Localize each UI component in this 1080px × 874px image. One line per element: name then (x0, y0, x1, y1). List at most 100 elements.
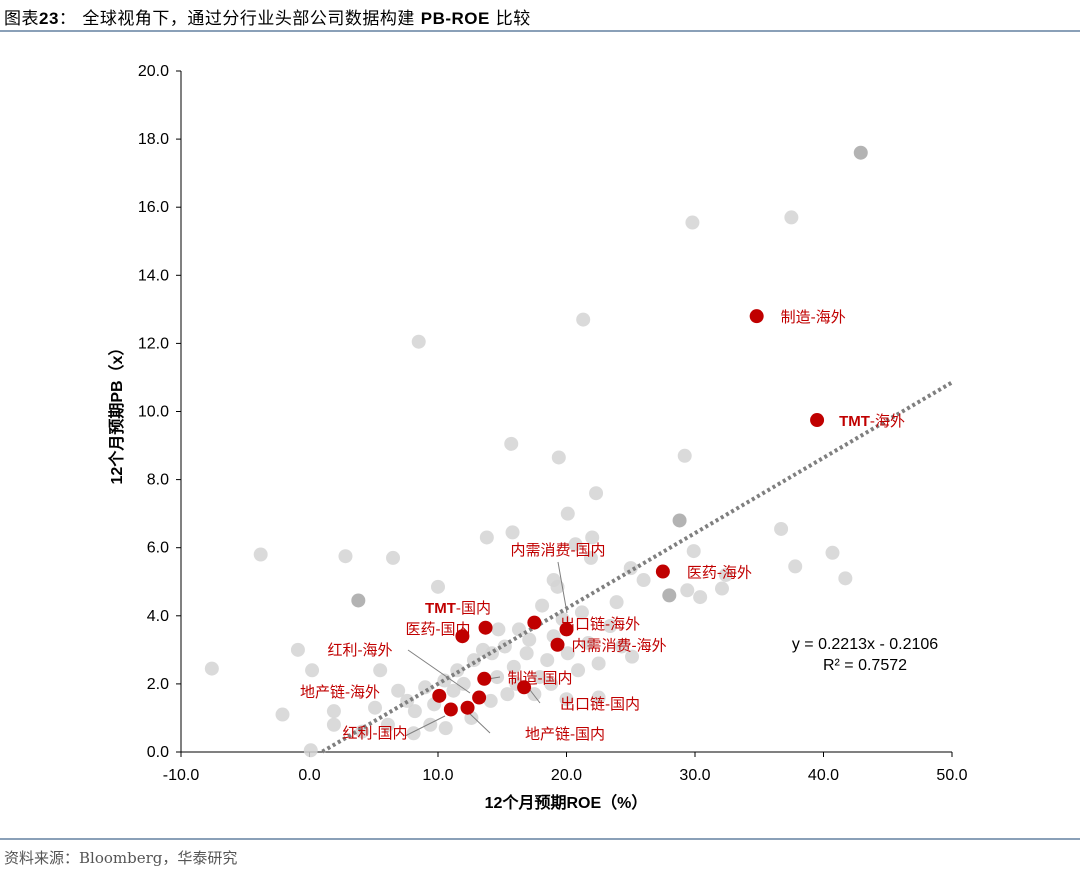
point-label: 内需消费-海外 (572, 637, 667, 655)
scatter-point (636, 573, 651, 588)
scatter-point (685, 215, 700, 230)
scatter-point (380, 717, 395, 732)
scatter-point (838, 571, 853, 586)
bottom-divider (0, 838, 1080, 840)
scatter-point (431, 579, 445, 594)
point-label-rest: -国内 (456, 599, 491, 617)
highlight-point (432, 688, 447, 703)
scatter-point (326, 717, 341, 732)
highlight-point (559, 622, 574, 637)
scatter-point (571, 663, 586, 678)
scatter-point (204, 661, 219, 676)
scatter-point (585, 530, 600, 545)
scatter-point (522, 632, 537, 647)
point-label: 出口链-海外 (560, 615, 640, 633)
x-tick-label: 30.0 (679, 767, 710, 784)
highlighted-points (432, 309, 825, 717)
y-tick-label: 18.0 (138, 131, 169, 148)
x-tick-label: 10.0 (422, 767, 453, 784)
background-points (204, 145, 868, 758)
top-divider (0, 30, 1080, 32)
scatter-point (784, 210, 799, 225)
point-label: 红利-海外 (327, 641, 392, 659)
highlight-point (749, 309, 764, 324)
scatter-point (559, 692, 574, 707)
title-suffix: 比较 (489, 9, 531, 29)
x-tick-label: 20.0 (551, 767, 582, 784)
scatter-point (576, 312, 591, 327)
y-tick-label: 6.0 (147, 540, 169, 557)
x-tick-label: 50.0 (936, 767, 967, 784)
scatter-point (368, 700, 383, 715)
scatter-point (491, 622, 506, 637)
scatter-point (253, 547, 268, 562)
scatter-point (551, 450, 566, 465)
scatter-point (500, 687, 515, 702)
scatter-point (560, 506, 575, 521)
scatter-point (475, 642, 490, 657)
scatter-point (483, 693, 498, 708)
scatter-point (506, 659, 521, 674)
highlight-point (655, 564, 670, 579)
scatter-point (305, 663, 320, 678)
scatter-point (603, 619, 618, 634)
title-prefix: 图表 (4, 9, 39, 29)
leader-line (557, 561, 568, 614)
trend-r2: R² = 0.7572 (823, 657, 907, 674)
scatter-point (825, 545, 840, 560)
y-axis-label: 12个月预期PB（x） (107, 340, 126, 485)
scatter-point (303, 743, 318, 758)
highlight-point (460, 700, 475, 715)
scatter-point (411, 334, 426, 349)
x-tick-label: 40.0 (808, 767, 839, 784)
scatter-point (511, 622, 526, 637)
highlight-point (455, 629, 470, 644)
scatter-point (591, 690, 606, 705)
title-main: ： 全球视角下，通过分行业头部公司数据构建 (58, 9, 421, 29)
title-bold: PB-ROE (420, 9, 490, 28)
scatter-point (406, 726, 421, 741)
scatter-point (423, 717, 438, 732)
source-note: 资料来源：Bloomberg，华泰研究 (4, 849, 238, 867)
scatter-point (686, 544, 701, 559)
highlight-point (478, 620, 493, 635)
scatter-point (504, 436, 519, 451)
highlight-point (443, 702, 458, 717)
point-label-rest: -海外 (870, 412, 905, 430)
leader-line (404, 715, 446, 737)
scatter-point (714, 581, 729, 596)
y-tick-label: 14.0 (138, 267, 169, 284)
scatter-point (609, 595, 624, 610)
scatter-point (407, 704, 422, 719)
trend-equation: y = 0.2213x - 0.2106 (792, 636, 938, 653)
y-tick-label: 4.0 (147, 608, 169, 625)
x-tick-label: -10.0 (163, 767, 200, 784)
scatter-point (290, 642, 305, 657)
scatter-point (479, 530, 494, 545)
scatter-point (560, 646, 575, 661)
scatter-point (693, 590, 708, 605)
scatter-point (532, 670, 547, 685)
y-tick-label: 12.0 (138, 335, 169, 352)
point-label: 医药-海外 (687, 564, 752, 582)
point-label: 出口链-国内 (560, 695, 640, 713)
axes: 0.0 2.0 4.0 6.0 8.0 10.0 12.0 14.0 16.0 18.0 20.0 -… (138, 63, 968, 784)
point-labels: 制造-海外TMT-海外医药-海外内需消费-国内出口链-海外内需消费-海外TMT-… (300, 308, 905, 743)
scatter-point (672, 513, 687, 528)
point-label: 内需消费-国内 (510, 541, 605, 559)
y-tick-label: 10.0 (138, 404, 169, 421)
title-number: 23 (39, 9, 59, 28)
y-tick-label: 8.0 (147, 472, 169, 489)
point-label: 地产链-海外 (300, 683, 380, 701)
scatter-point (519, 646, 534, 661)
scatter-point (718, 567, 733, 582)
scatter-point (591, 656, 606, 671)
highlight-point (472, 690, 487, 705)
scatter-point (544, 676, 559, 691)
leader-line (407, 649, 471, 694)
point-label: TMT-海外 (839, 412, 905, 430)
scatter-point (677, 448, 692, 463)
scatter-point (614, 639, 629, 654)
y-tick-label: 2.0 (147, 676, 169, 693)
